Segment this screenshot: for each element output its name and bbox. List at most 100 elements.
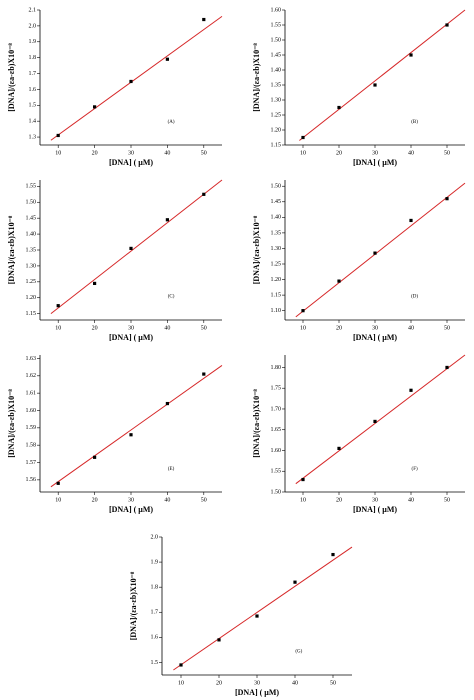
y-tick-label: 1.15 bbox=[26, 311, 37, 317]
point bbox=[337, 105, 341, 110]
point bbox=[165, 218, 169, 222]
y-tick-label: 1.25 bbox=[271, 261, 282, 267]
x-tick-label: 20 bbox=[92, 325, 98, 331]
point bbox=[331, 552, 335, 557]
y-axis-label: [DNA]/(εa-εb)X10⁻⁸ bbox=[129, 571, 138, 640]
x-tick-label: 20 bbox=[92, 497, 98, 503]
y-tick-label: 1.45 bbox=[271, 52, 282, 58]
panel-label: (E) bbox=[168, 467, 175, 472]
panel-label: (C) bbox=[168, 294, 175, 299]
y-tick-label: 1.9 bbox=[29, 39, 37, 45]
point bbox=[202, 372, 206, 376]
y-tick-label: 1.63 bbox=[26, 356, 37, 362]
x-axis-label: [DNA] ( μM) bbox=[353, 158, 397, 167]
point bbox=[409, 218, 413, 223]
y-tick-label: 1.50 bbox=[26, 200, 37, 206]
y-tick-label: 1.30 bbox=[271, 97, 282, 103]
x-tick-label: 20 bbox=[92, 150, 98, 156]
x-axis-label: [DNA] ( μM) bbox=[109, 158, 153, 167]
point bbox=[56, 481, 60, 485]
y-tick-label: 1.5 bbox=[29, 103, 37, 109]
point bbox=[337, 446, 341, 451]
point bbox=[217, 638, 221, 642]
point bbox=[129, 79, 133, 84]
y-tick-label: 2.1 bbox=[29, 7, 37, 13]
y-tick-label: 1.40 bbox=[271, 215, 282, 221]
point bbox=[293, 580, 297, 584]
x-tick-label: 50 bbox=[201, 150, 207, 156]
point bbox=[179, 663, 183, 667]
point bbox=[445, 197, 449, 201]
x-tick-label: 30 bbox=[372, 150, 378, 156]
y-tick-label: 1.25 bbox=[26, 279, 37, 285]
y-tick-label: 1.40 bbox=[271, 67, 282, 73]
panel-label: (F) bbox=[412, 467, 418, 472]
panel-label: (B) bbox=[411, 120, 418, 125]
x-axis-label: [DNA] ( μM) bbox=[353, 505, 397, 514]
y-tick-label: 1.30 bbox=[26, 263, 37, 269]
trendline bbox=[50, 15, 223, 141]
trendline bbox=[173, 546, 353, 671]
x-tick-label: 20 bbox=[336, 150, 342, 156]
y-tick-label: 1.35 bbox=[271, 82, 282, 88]
y-axis-label: [DNA]/(εa-εb)X10⁻⁸ bbox=[252, 43, 261, 112]
x-tick-label: 50 bbox=[444, 150, 450, 156]
x-axis-label: [DNA] ( μM) bbox=[109, 333, 153, 342]
y-axis-label: [DNA]/(εa-εb)X10⁻⁸ bbox=[7, 215, 16, 284]
y-tick-label: 1.80 bbox=[271, 365, 282, 371]
y-tick-label: 1.20 bbox=[271, 277, 282, 283]
x-tick-label: 20 bbox=[336, 497, 342, 503]
x-tick-label: 50 bbox=[201, 325, 207, 331]
x-tick-label: 30 bbox=[254, 680, 260, 686]
point bbox=[56, 304, 60, 308]
y-tick-label: 1.6 bbox=[29, 87, 37, 93]
trendline bbox=[299, 9, 466, 141]
y-tick-label: 1.55 bbox=[271, 469, 282, 475]
panel-label: (D) bbox=[411, 294, 418, 299]
y-tick-label: 1.7 bbox=[29, 71, 37, 77]
x-tick-label: 50 bbox=[444, 497, 450, 503]
y-tick-label: 1.15 bbox=[271, 292, 282, 298]
y-tick-label: 1.25 bbox=[271, 112, 282, 118]
point bbox=[301, 309, 305, 313]
y-tick-label: 1.55 bbox=[26, 184, 37, 190]
panel-label: (G) bbox=[295, 650, 302, 655]
point bbox=[56, 133, 60, 138]
x-tick-label: 10 bbox=[300, 150, 306, 156]
y-tick-label: 1.10 bbox=[271, 308, 282, 314]
x-tick-label: 20 bbox=[216, 680, 222, 686]
x-tick-label: 40 bbox=[292, 680, 298, 686]
point bbox=[373, 419, 377, 424]
y-tick-label: 1.60 bbox=[271, 7, 282, 13]
x-axis-label: [DNA] ( μM) bbox=[235, 688, 279, 697]
x-tick-label: 10 bbox=[300, 497, 306, 503]
y-tick-label: 1.75 bbox=[271, 386, 282, 392]
x-tick-label: 30 bbox=[372, 325, 378, 331]
y-axis-label: [DNA]/(εa-εb)X10⁻⁸ bbox=[7, 389, 16, 458]
trendline bbox=[50, 364, 223, 488]
point bbox=[301, 477, 305, 482]
x-tick-label: 10 bbox=[300, 325, 306, 331]
point bbox=[165, 57, 169, 61]
y-tick-label: 1.5 bbox=[151, 660, 159, 666]
y-tick-label: 1.50 bbox=[271, 37, 282, 43]
point bbox=[373, 83, 377, 87]
y-tick-label: 1.45 bbox=[271, 199, 282, 205]
y-tick-label: 1.70 bbox=[271, 406, 282, 412]
x-tick-label: 10 bbox=[55, 497, 61, 503]
y-tick-label: 2.0 bbox=[29, 23, 37, 29]
point bbox=[202, 17, 206, 22]
x-tick-label: 30 bbox=[128, 325, 134, 331]
x-tick-label: 50 bbox=[444, 325, 450, 331]
point bbox=[129, 433, 133, 437]
x-tick-label: 40 bbox=[408, 325, 414, 331]
y-tick-label: 1.4 bbox=[29, 119, 37, 125]
y-tick-label: 2.0 bbox=[151, 534, 159, 540]
y-axis-label: [DNA]/(εa-εb)X10⁻⁸ bbox=[252, 389, 261, 458]
x-tick-label: 40 bbox=[164, 150, 170, 156]
y-tick-label: 1.57 bbox=[26, 460, 37, 466]
y-tick-label: 1.50 bbox=[271, 184, 282, 190]
x-tick-label: 50 bbox=[201, 497, 207, 503]
y-tick-label: 1.35 bbox=[26, 247, 37, 253]
y-tick-label: 1.35 bbox=[271, 230, 282, 236]
